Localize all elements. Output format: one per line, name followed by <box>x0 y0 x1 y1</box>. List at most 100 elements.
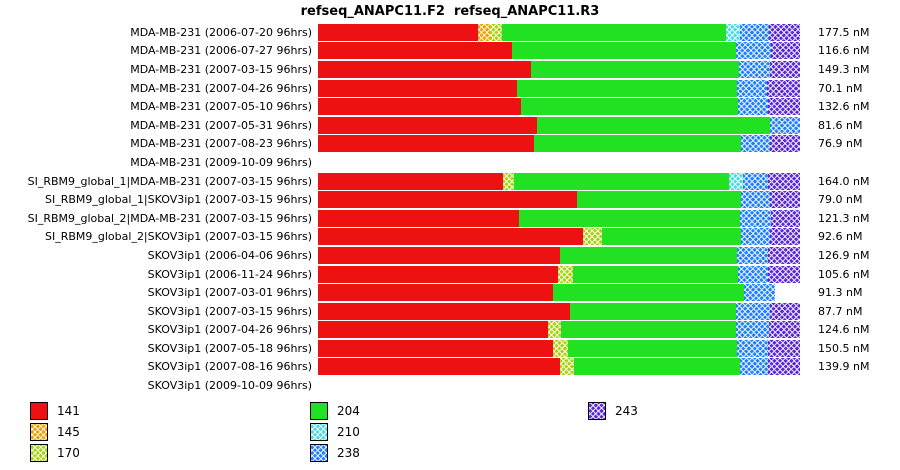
bar-segment-243[interactable] <box>767 98 800 116</box>
bar-track <box>318 98 800 116</box>
bar-segment-170[interactable] <box>558 265 573 283</box>
bar-segment-204[interactable] <box>511 42 736 60</box>
bar-segment-141[interactable] <box>318 98 521 116</box>
bar-segment-170[interactable] <box>490 23 503 41</box>
bar-segment-204[interactable] <box>533 135 741 153</box>
row-value: 105.6 nM <box>818 267 870 281</box>
bar-segment-243[interactable] <box>769 23 800 41</box>
bar-segment-243[interactable] <box>769 135 800 153</box>
bar-segment-243[interactable] <box>767 265 800 283</box>
chart-title: refseq_ANAPC11.F2 refseq_ANAPC11.R3 <box>300 4 600 19</box>
bar-segment-141[interactable] <box>318 191 577 209</box>
chart-row: MDA-MB-231 (2007-08-23 96hrs) 76.9 nM <box>0 135 900 154</box>
bar-segment-141[interactable] <box>318 358 560 376</box>
bar-segment-210[interactable] <box>729 172 744 190</box>
bar-segment-204[interactable] <box>560 321 736 339</box>
bar-track <box>318 79 800 97</box>
bar-segment-243[interactable] <box>768 339 800 357</box>
bar-segment-145[interactable] <box>478 23 491 41</box>
bar-segment-204[interactable] <box>514 172 730 190</box>
bar-track <box>318 228 800 246</box>
bar-segment-243[interactable] <box>771 209 800 227</box>
bar-segment-141[interactable] <box>318 284 554 302</box>
bar-segment-238[interactable] <box>740 209 772 227</box>
bar-segment-238[interactable] <box>735 302 771 320</box>
bar-segment-243[interactable] <box>768 172 800 190</box>
bar-segment-243[interactable] <box>771 42 800 60</box>
bar-segment-170[interactable] <box>583 228 602 246</box>
bar-segment-141[interactable] <box>318 339 554 357</box>
bar-segment-210[interactable] <box>726 23 741 41</box>
chart-row: SKOV3ip1 (2006-04-06 96hrs) 126.9 nM <box>0 246 900 265</box>
bar-segment-204[interactable] <box>531 60 740 78</box>
bar-segment-243[interactable] <box>770 302 800 320</box>
bar-segment-141[interactable] <box>318 228 584 246</box>
bar-segment-238[interactable] <box>740 191 770 209</box>
bar-segment-238[interactable] <box>740 23 770 41</box>
chart-row: SKOV3ip1 (2009-10-09 96hrs) <box>0 376 900 395</box>
bar-segment-141[interactable] <box>318 209 519 227</box>
bar-segment-170[interactable] <box>503 172 515 190</box>
bar-segment-238[interactable] <box>737 98 768 116</box>
bar-segment-141[interactable] <box>318 321 548 339</box>
bar-segment-141[interactable] <box>318 42 512 60</box>
legend-item: 145 <box>30 421 80 442</box>
legend-item: 204 <box>310 400 360 421</box>
bar-segment-141[interactable] <box>318 116 537 134</box>
bar-segment-204[interactable] <box>536 116 771 134</box>
bar-segment-141[interactable] <box>318 23 479 41</box>
chart-row: SKOV3ip1 (2007-03-01 96hrs) 91.3 nM <box>0 283 900 302</box>
bar-segment-204[interactable] <box>568 339 738 357</box>
bar-segment-238[interactable] <box>736 79 767 97</box>
bar-segment-204[interactable] <box>517 79 737 97</box>
legend-label: 204 <box>337 403 360 418</box>
bar-segment-238[interactable] <box>744 284 775 302</box>
bar-segment-238[interactable] <box>737 265 768 283</box>
bar-segment-204[interactable] <box>576 191 741 209</box>
bar-segment-141[interactable] <box>318 265 559 283</box>
bar-segment-238[interactable] <box>735 321 769 339</box>
bar-segment-170[interactable] <box>547 321 561 339</box>
bar-segment-238[interactable] <box>735 42 772 60</box>
bar-segment-204[interactable] <box>559 246 737 264</box>
bar-segment-141[interactable] <box>318 302 571 320</box>
bar-segment-204[interactable] <box>520 98 738 116</box>
bar-segment-238[interactable] <box>739 60 771 78</box>
bar-segment-204[interactable] <box>553 284 745 302</box>
row-value: 81.6 nM <box>818 118 863 132</box>
bar-segment-238[interactable] <box>737 339 769 357</box>
row-value: 76.9 nM <box>818 137 863 151</box>
bar-segment-243[interactable] <box>766 79 800 97</box>
bar-segment-238[interactable] <box>770 116 800 134</box>
legend-item: 141 <box>30 400 80 421</box>
bar-segment-141[interactable] <box>318 246 560 264</box>
bar-segment-243[interactable] <box>769 228 800 246</box>
bar-segment-204[interactable] <box>502 23 727 41</box>
bar-segment-238[interactable] <box>736 246 768 264</box>
bar-segment-141[interactable] <box>318 172 504 190</box>
row-value: 92.6 nM <box>818 230 863 244</box>
bar-segment-238[interactable] <box>740 358 769 376</box>
bar-track <box>318 246 800 264</box>
bar-segment-141[interactable] <box>318 60 532 78</box>
bar-segment-238[interactable] <box>740 228 770 246</box>
bar-segment-204[interactable] <box>573 358 741 376</box>
bar-segment-204[interactable] <box>572 265 738 283</box>
bar-segment-141[interactable] <box>318 79 518 97</box>
bar-segment-243[interactable] <box>768 358 800 376</box>
bar-segment-243[interactable] <box>769 191 800 209</box>
row-label: MDA-MB-231 (2007-05-10 96hrs) <box>130 100 312 114</box>
bar-segment-170[interactable] <box>559 358 574 376</box>
bar-segment-243[interactable] <box>770 60 800 78</box>
bar-segment-204[interactable] <box>601 228 741 246</box>
bar-segment-170[interactable] <box>553 339 569 357</box>
bar-segment-204[interactable] <box>570 302 736 320</box>
bar-segment-141[interactable] <box>318 135 534 153</box>
bar-segment-243[interactable] <box>768 321 800 339</box>
bar-segment-238[interactable] <box>743 172 769 190</box>
bar-segment-243[interactable] <box>767 246 800 264</box>
legend-column: 204 210 238 <box>310 400 360 463</box>
bar-segment-238[interactable] <box>740 135 770 153</box>
bar-segment-204[interactable] <box>518 209 741 227</box>
legend-swatch-238 <box>310 443 328 462</box>
